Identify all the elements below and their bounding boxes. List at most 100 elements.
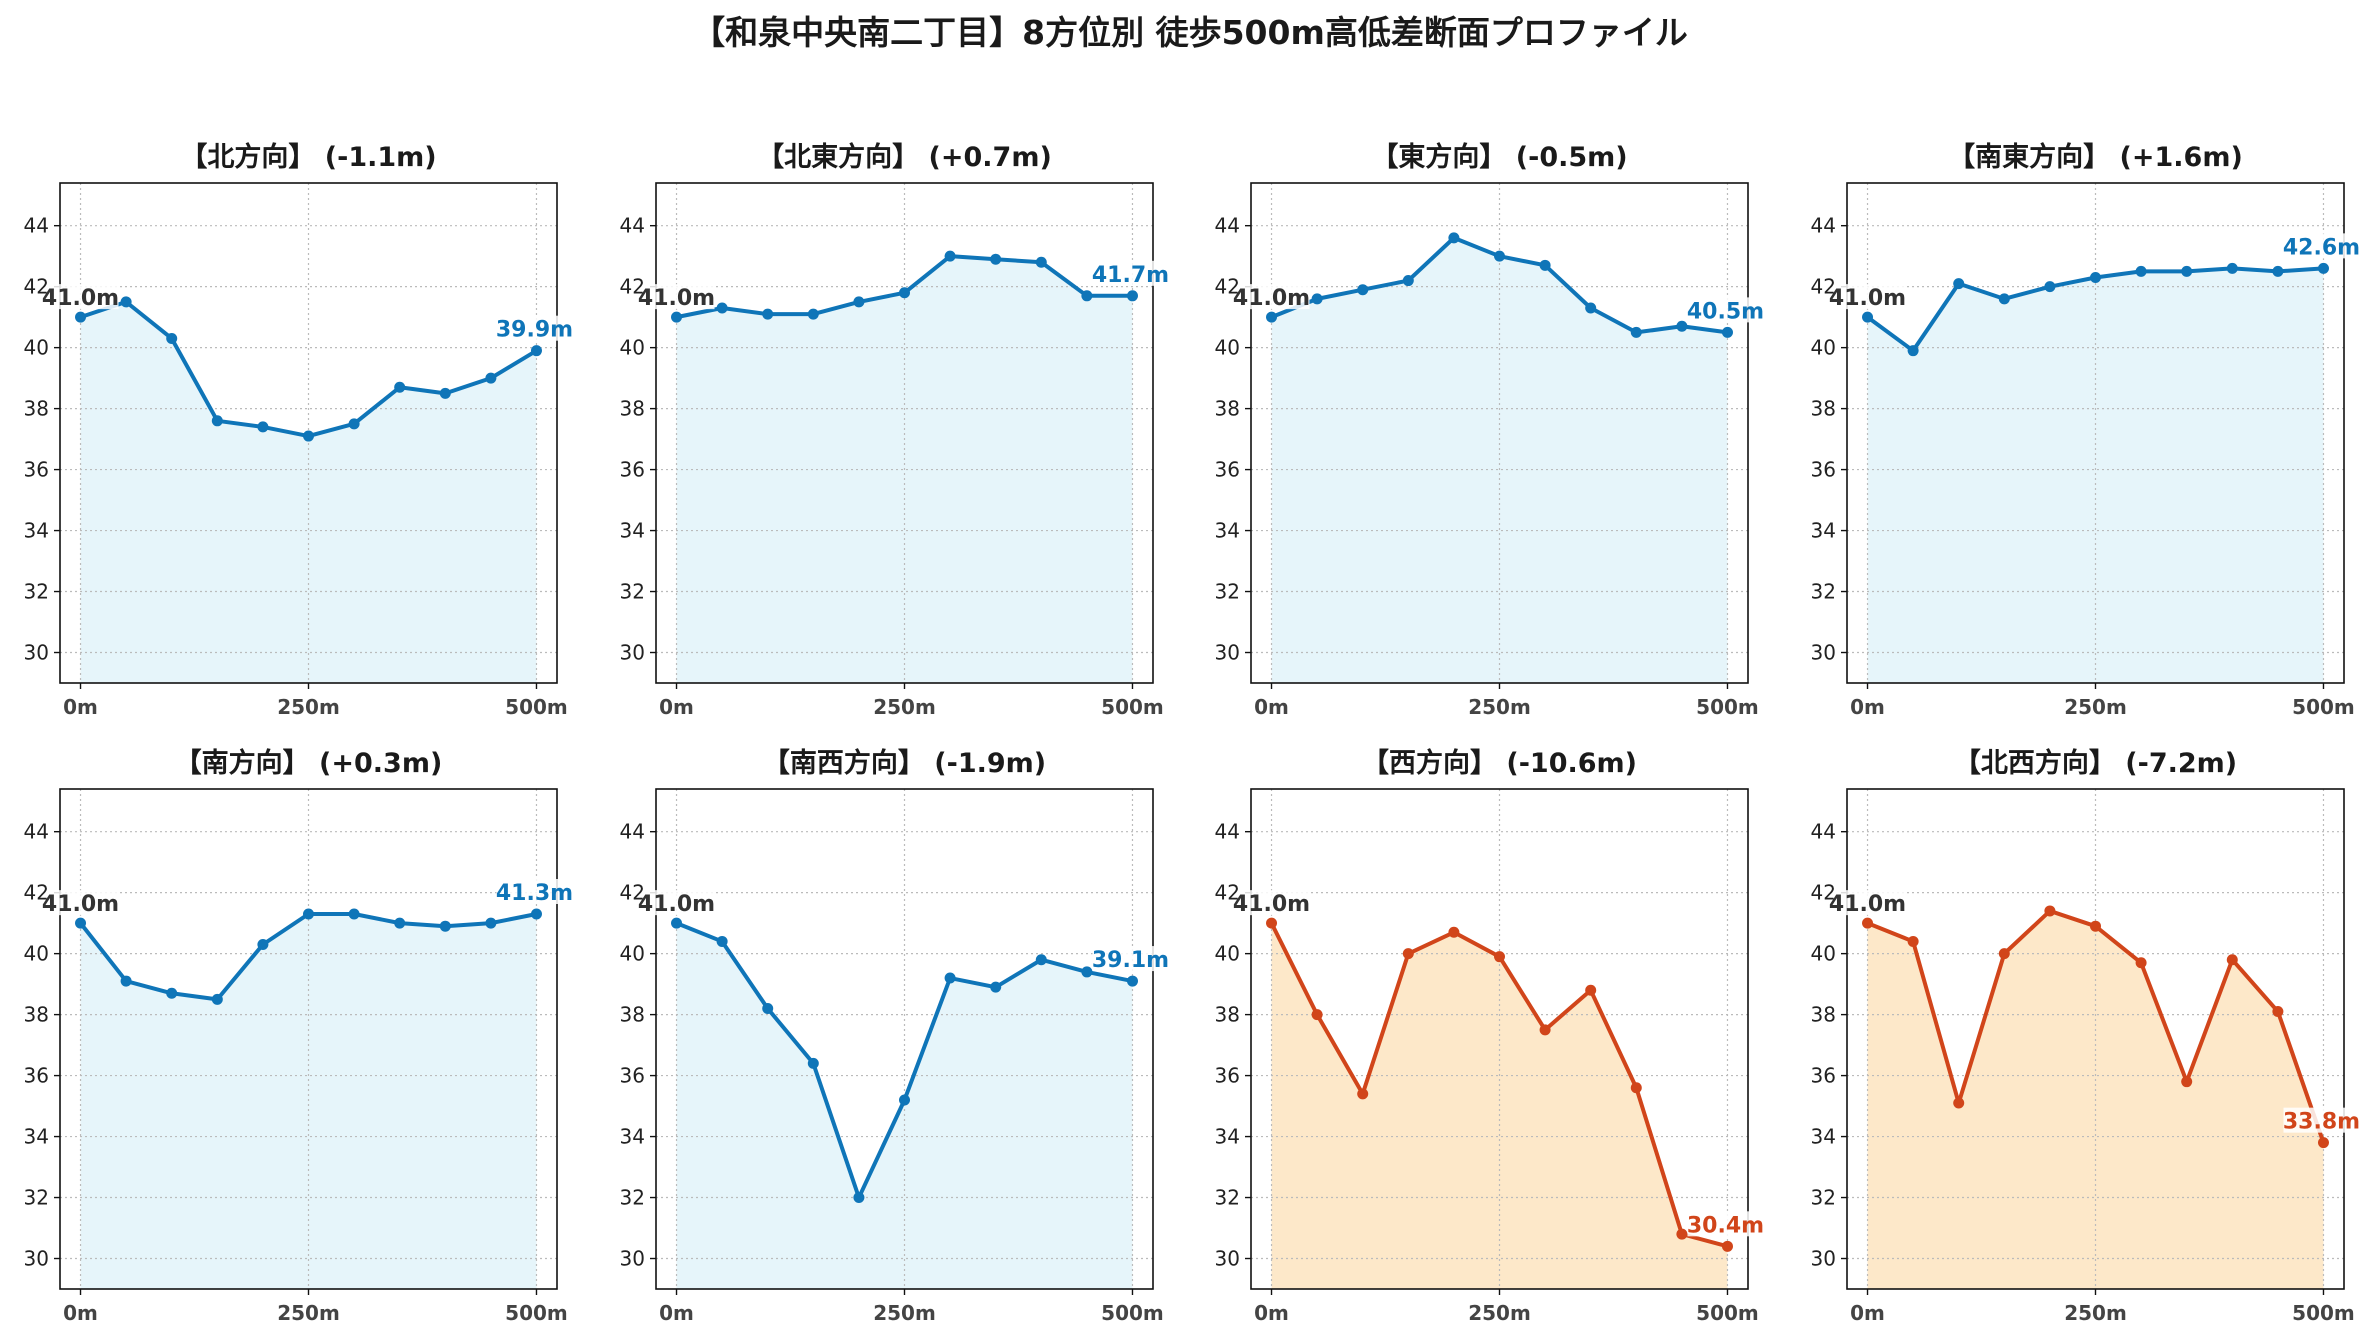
start-value-label: 41.0m (1233, 892, 1310, 917)
panel-title: 【南西方向】 (-1.9m) (763, 747, 1046, 779)
end-value-label: 39.9m (496, 318, 573, 343)
end-label-bg (1092, 260, 1169, 286)
data-point (1630, 326, 1642, 338)
data-point (1953, 278, 1965, 290)
y-tick-label: 36 (1811, 458, 1836, 482)
y-tick-label: 34 (620, 1125, 645, 1149)
data-point (394, 917, 406, 929)
y-tick-label: 32 (1215, 1186, 1240, 1210)
y-tick-label: 40 (1215, 942, 1240, 966)
y-tick-label: 38 (1811, 397, 1836, 421)
data-point (1539, 1024, 1551, 1036)
data-point (166, 332, 178, 344)
data-point (671, 311, 683, 323)
end-value-label: 41.3m (496, 881, 573, 906)
y-tick-label: 44 (1811, 820, 1836, 844)
data-point (1126, 975, 1138, 987)
end-value-label: 30.4m (1687, 1213, 1764, 1238)
data-point (75, 917, 87, 929)
y-tick-label: 30 (24, 1247, 49, 1271)
x-tick-label: 0m (1850, 695, 1885, 719)
y-tick-label: 40 (1811, 336, 1836, 360)
data-point (1585, 302, 1597, 314)
y-tick-label: 32 (1811, 580, 1836, 604)
x-tick-label: 0m (1254, 695, 1289, 719)
x-tick-label: 500m (1101, 695, 1164, 719)
y-tick-label: 42 (1215, 275, 1240, 299)
data-point (853, 296, 865, 308)
data-point (1953, 1097, 1965, 1109)
x-tick-label: 250m (2064, 1301, 2127, 1325)
y-tick-label: 32 (24, 580, 49, 604)
panel-1: 【北東方向】 (+0.7m) 30 32 34 36 38 40 42 44 0m 250m 500m… (620, 141, 1170, 719)
y-tick-label: 40 (24, 336, 49, 360)
start-value-label: 41.0m (42, 286, 119, 311)
data-point (899, 287, 910, 299)
x-tick-label: 250m (2064, 695, 2127, 719)
y-tick-label: 36 (1215, 458, 1240, 482)
data-point (120, 296, 132, 308)
x-tick-label: 250m (277, 695, 340, 719)
area-fill (676, 923, 1133, 1289)
data-point (2044, 905, 2056, 917)
panel-4: 【南方向】 (+0.3m) 30 32 34 36 38 40 42 44 0m 250m 500m 4… (24, 747, 574, 1325)
data-point (1035, 954, 1047, 966)
data-point (439, 920, 451, 932)
y-tick-label: 40 (24, 942, 49, 966)
data-point (1494, 951, 1505, 963)
data-point (1630, 1082, 1642, 1094)
data-point (2044, 281, 2056, 293)
start-label-bg (1237, 284, 1310, 310)
x-tick-label: 0m (63, 1301, 98, 1325)
y-tick-label: 38 (1215, 397, 1240, 421)
start-value-label: 41.0m (42, 892, 119, 917)
data-point (394, 381, 406, 393)
data-point (1357, 284, 1369, 296)
data-point (1907, 345, 1919, 357)
y-tick-label: 30 (1215, 641, 1240, 665)
data-point (348, 418, 360, 430)
data-point (2226, 954, 2238, 966)
data-point (530, 908, 542, 920)
y-tick-label: 38 (24, 1003, 49, 1027)
data-point (1402, 275, 1414, 287)
y-tick-label: 42 (620, 275, 645, 299)
data-point (1402, 948, 1414, 960)
data-point (716, 302, 728, 314)
y-tick-label: 38 (24, 397, 49, 421)
y-tick-label: 44 (620, 214, 645, 238)
area-fill (1271, 923, 1728, 1289)
data-point (257, 421, 269, 433)
y-tick-label: 42 (1811, 881, 1836, 905)
panel-title: 【西方向】 (-10.6m) (1362, 747, 1637, 779)
y-tick-label: 34 (1811, 1125, 1836, 1149)
start-value-label: 41.0m (1829, 286, 1906, 311)
data-point (990, 253, 1002, 265)
panel-7: 【北西方向】 (-7.2m) 30 32 34 36 38 40 42 44 0m 250m 500m… (1811, 747, 2361, 1325)
y-tick-label: 40 (620, 942, 645, 966)
data-point (2135, 957, 2147, 969)
data-point (716, 935, 728, 947)
start-label-bg (1833, 890, 1906, 916)
start-value-label: 41.0m (1829, 892, 1906, 917)
y-tick-label: 32 (1215, 580, 1240, 604)
data-point (2317, 262, 2329, 274)
y-tick-label: 30 (1215, 1247, 1240, 1271)
data-point (1081, 966, 1093, 978)
x-tick-label: 0m (1850, 1301, 1885, 1325)
panel-6: 【西方向】 (-10.6m) 30 32 34 36 38 40 42 44 0m 250m 500m… (1215, 747, 1765, 1325)
panel-title: 【南方向】 (+0.3m) (175, 747, 443, 779)
data-point (120, 975, 132, 987)
data-point (1126, 290, 1138, 302)
data-point (1266, 917, 1278, 929)
data-point (485, 917, 497, 929)
data-point (1721, 1240, 1733, 1252)
x-tick-label: 500m (505, 695, 568, 719)
data-point (1494, 250, 1505, 262)
data-point (899, 1094, 910, 1106)
data-point (1862, 311, 1874, 323)
end-label-bg (2283, 233, 2360, 259)
y-tick-label: 36 (24, 1064, 49, 1088)
start-label-bg (46, 890, 119, 916)
end-value-label: 33.8m (2283, 1110, 2360, 1135)
